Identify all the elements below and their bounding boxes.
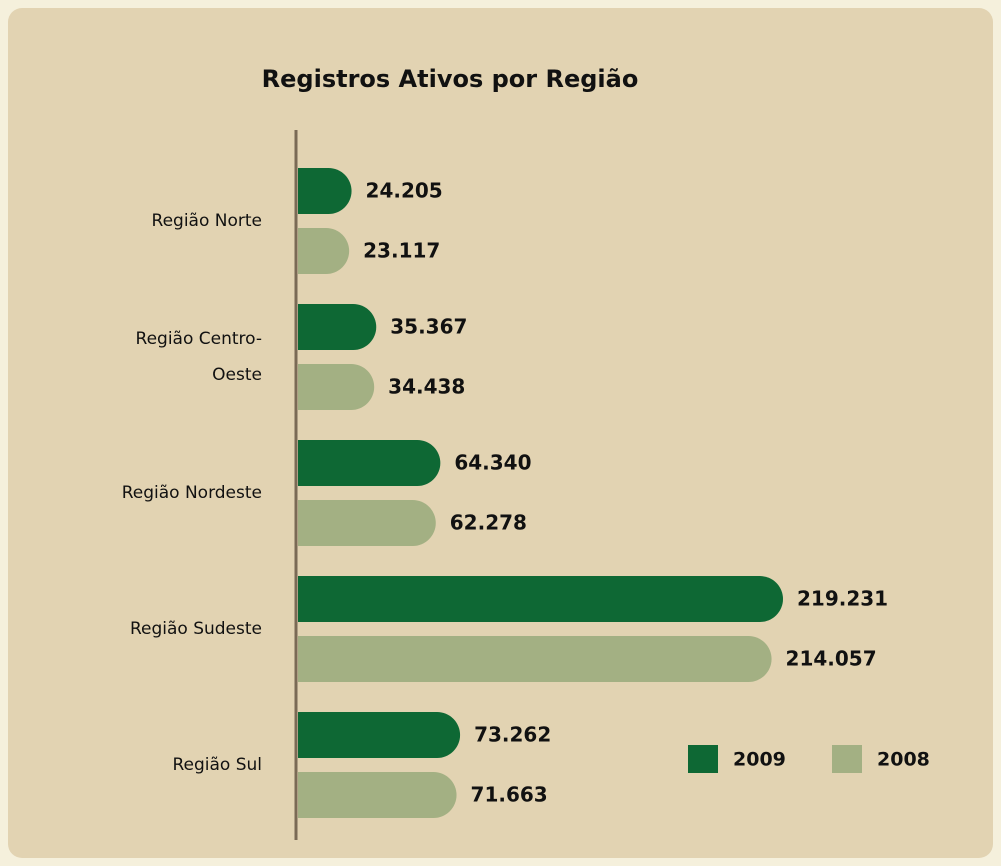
category-label: Região Nordeste xyxy=(121,483,262,503)
bar xyxy=(298,576,783,622)
bar xyxy=(298,440,441,486)
bar xyxy=(298,304,377,350)
bar xyxy=(298,712,461,758)
value-label: 23.117 xyxy=(363,239,440,263)
value-label: 71.663 xyxy=(471,783,548,807)
bar xyxy=(298,168,352,214)
value-label: 64.340 xyxy=(454,451,531,475)
legend-swatch xyxy=(832,745,862,773)
value-label: 219.231 xyxy=(797,587,888,611)
category-label: Região Sul xyxy=(172,755,262,775)
category-label: Região Sudeste xyxy=(129,619,262,639)
bar xyxy=(298,364,375,411)
category-label: Região Norte xyxy=(151,211,262,231)
legend-swatch xyxy=(688,745,718,773)
legend-label: 2008 xyxy=(877,749,930,771)
value-label: 34.438 xyxy=(388,375,465,399)
bar xyxy=(298,500,436,546)
value-label: 73.262 xyxy=(474,723,551,747)
bar xyxy=(298,772,457,818)
chart-title: Registros Ativos por Região xyxy=(262,65,639,93)
value-label: 62.278 xyxy=(450,511,527,535)
value-label: 214.057 xyxy=(786,647,877,671)
bar xyxy=(298,636,772,682)
panel xyxy=(8,8,993,858)
category-label: Região Centro-Oeste xyxy=(135,329,262,385)
bar xyxy=(298,228,350,274)
value-label: 24.205 xyxy=(366,179,443,203)
value-label: 35.367 xyxy=(390,315,467,339)
legend-label: 2009 xyxy=(733,749,786,771)
